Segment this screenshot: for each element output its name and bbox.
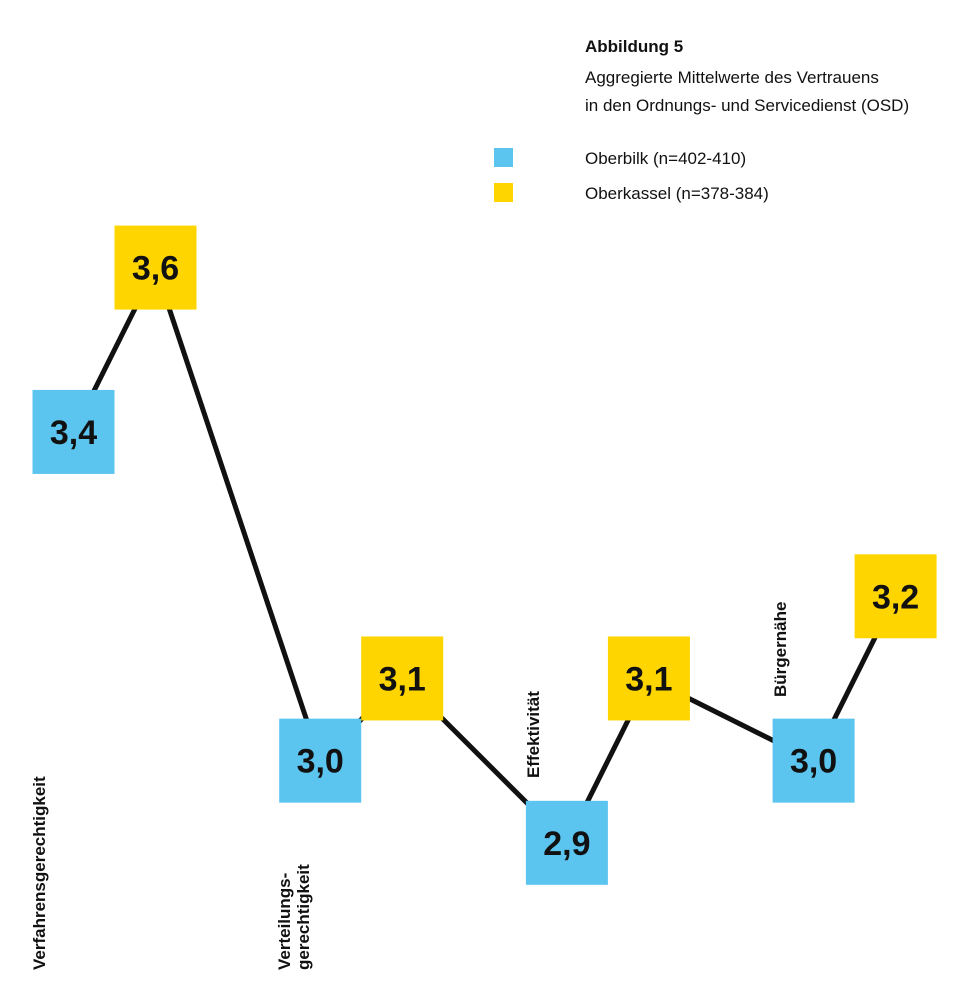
subtitle: in den Ordnungs- und Servicedienst (OSD) bbox=[585, 96, 909, 115]
data-label: 3,1 bbox=[625, 660, 672, 698]
value-box bbox=[854, 554, 937, 639]
data-label: 2,9 bbox=[543, 825, 590, 863]
category-label: Effektivität bbox=[524, 691, 543, 778]
legend-swatch bbox=[494, 183, 513, 202]
value-box bbox=[361, 636, 444, 721]
category-label: Verfahrensgerechtigkeit bbox=[30, 776, 49, 970]
data-label: 3,1 bbox=[379, 660, 426, 698]
data-label: 3,2 bbox=[872, 578, 919, 616]
legend-swatch bbox=[494, 148, 513, 167]
value-box bbox=[279, 718, 362, 803]
category-label: Bürgernähe bbox=[771, 601, 790, 697]
value-box bbox=[607, 636, 690, 721]
data-label: 3,6 bbox=[132, 250, 179, 288]
legend-label: Oberbilk (n=402-410) bbox=[585, 149, 746, 168]
chart-title: Abbildung 5 bbox=[585, 37, 683, 56]
value-box bbox=[525, 800, 608, 885]
data-label: 3,0 bbox=[297, 743, 344, 781]
legend-label: Oberkassel (n=378-384) bbox=[585, 184, 769, 203]
category-label: Verteilungs- gerechtigkeit bbox=[275, 864, 313, 970]
value-box bbox=[32, 389, 115, 474]
subtitle: Aggregierte Mittelwerte des Vertrauens bbox=[585, 68, 879, 87]
value-box bbox=[772, 718, 855, 803]
data-label: 3,0 bbox=[790, 743, 837, 781]
value-box bbox=[114, 225, 197, 310]
data-label: 3,4 bbox=[50, 414, 97, 452]
line-segment bbox=[153, 266, 323, 762]
